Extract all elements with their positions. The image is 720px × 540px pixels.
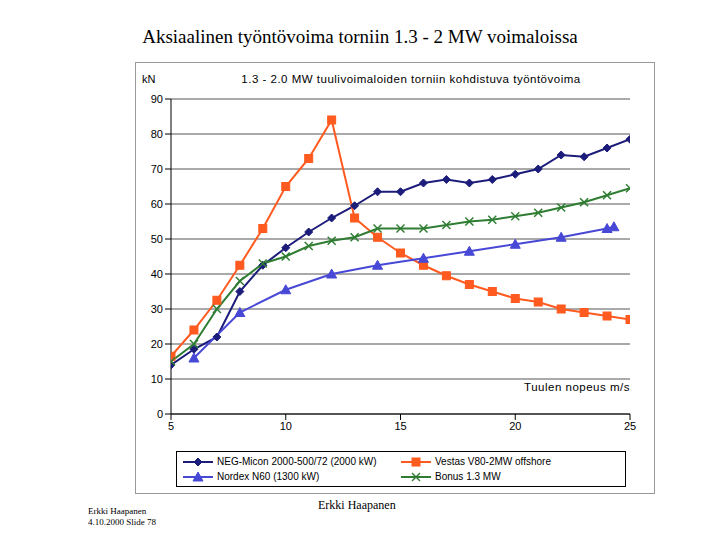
svg-text:0: 0 bbox=[157, 408, 163, 420]
html-text:NEG-Micon 2000-500/72 (2000 kW: NEG-Micon 2000-500/72 (2000 kW) bbox=[217, 456, 377, 467]
svg-text:15: 15 bbox=[394, 420, 406, 432]
html-text:Erkki Haapanen: Erkki Haapanen bbox=[88, 506, 147, 516]
svg-text:25: 25 bbox=[624, 420, 636, 432]
svg-text:10: 10 bbox=[280, 420, 292, 432]
svg-text:90: 90 bbox=[151, 93, 163, 105]
svg-text:20: 20 bbox=[151, 338, 163, 350]
svg-text:60: 60 bbox=[151, 198, 163, 210]
svg-text:70: 70 bbox=[151, 163, 163, 175]
svg-text:5: 5 bbox=[168, 420, 174, 432]
svg-text:20: 20 bbox=[509, 420, 521, 432]
html-text:Aksiaalinen työntövoima tornii: Aksiaalinen työntövoima torniin 1.3 - 2 … bbox=[142, 26, 578, 47]
html-text:Tuulen nopeus m/s: Tuulen nopeus m/s bbox=[524, 381, 630, 393]
html-text:1.3 - 2.0 MW tuulivoimaloiden: 1.3 - 2.0 MW tuulivoimaloiden torniin ko… bbox=[241, 73, 581, 85]
svg-text:50: 50 bbox=[151, 233, 163, 245]
svg-text:30: 30 bbox=[151, 303, 163, 315]
svg-text:80: 80 bbox=[151, 128, 163, 140]
html-text:kN: kN bbox=[142, 73, 156, 85]
html-text:4.10.2000 Slide 78: 4.10.2000 Slide 78 bbox=[88, 517, 156, 527]
svg-text:40: 40 bbox=[151, 268, 163, 280]
html-text:Erkki Haapanen: Erkki Haapanen bbox=[318, 498, 396, 512]
html-text:Bonus 1.3 MW: Bonus 1.3 MW bbox=[435, 471, 501, 482]
svg-text:10: 10 bbox=[151, 373, 163, 385]
html-text:Nordex N60 (1300 kW): Nordex N60 (1300 kW) bbox=[217, 471, 320, 482]
html-text:Vestas V80-2MW offshore: Vestas V80-2MW offshore bbox=[435, 456, 551, 467]
